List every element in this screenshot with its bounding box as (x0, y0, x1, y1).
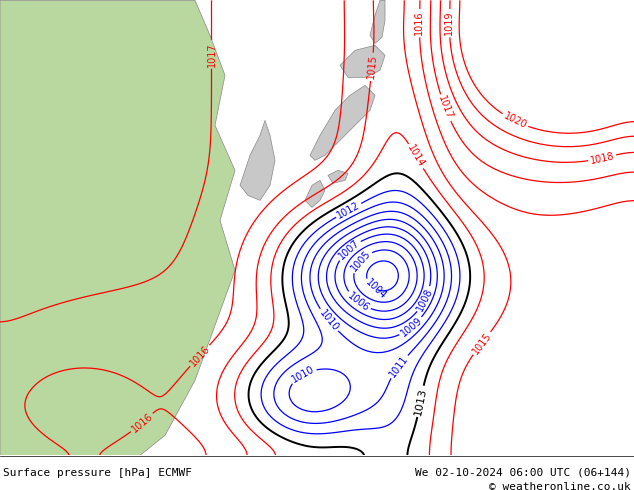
Polygon shape (340, 46, 385, 77)
Text: 1015: 1015 (470, 330, 493, 356)
Text: 1013: 1013 (413, 387, 428, 416)
Text: 1016: 1016 (188, 343, 212, 368)
Text: 1016: 1016 (129, 411, 155, 435)
Text: © weatheronline.co.uk: © weatheronline.co.uk (489, 482, 631, 490)
Polygon shape (240, 121, 275, 200)
Text: 1017: 1017 (436, 95, 455, 121)
Text: We 02-10-2024 06:00 UTC (06+144): We 02-10-2024 06:00 UTC (06+144) (415, 468, 631, 478)
Text: 1018: 1018 (589, 151, 615, 166)
Text: 1008: 1008 (415, 286, 435, 313)
Polygon shape (305, 180, 325, 207)
Text: 1016: 1016 (415, 11, 425, 35)
Text: 1005: 1005 (349, 248, 372, 273)
Polygon shape (310, 85, 375, 160)
Text: Surface pressure [hPa] ECMWF: Surface pressure [hPa] ECMWF (3, 468, 192, 478)
Text: 1017: 1017 (207, 42, 217, 67)
Text: 1014: 1014 (405, 143, 427, 169)
Text: 1010: 1010 (317, 308, 340, 333)
Text: 1020: 1020 (501, 111, 528, 131)
Text: 1019: 1019 (444, 11, 455, 35)
Text: 1006: 1006 (346, 290, 371, 313)
Text: 1012: 1012 (335, 200, 362, 220)
Text: 1004: 1004 (363, 277, 388, 301)
Text: 1011: 1011 (387, 353, 410, 379)
Polygon shape (328, 171, 348, 183)
Text: 1015: 1015 (366, 54, 378, 79)
Text: 1009: 1009 (399, 316, 424, 339)
Polygon shape (0, 0, 235, 455)
Text: 1007: 1007 (337, 238, 361, 262)
Polygon shape (370, 0, 385, 43)
Text: 1010: 1010 (290, 364, 316, 385)
